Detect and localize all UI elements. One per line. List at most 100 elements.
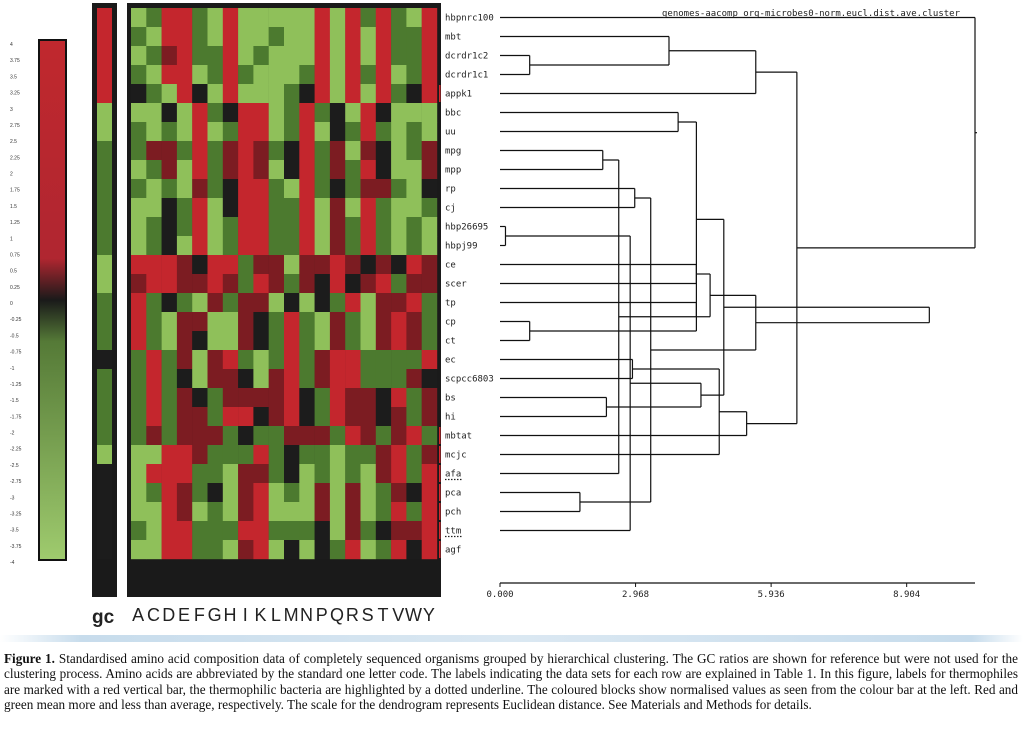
heatmap-cell — [345, 65, 361, 85]
heatmap-cell — [238, 217, 254, 237]
heatmap-cell — [146, 122, 162, 142]
scale-tick-label: -3.25 — [10, 511, 22, 517]
heatmap-cell — [329, 464, 346, 484]
heatmap-cell — [161, 122, 178, 142]
heatmap-cell — [421, 27, 438, 47]
heatmap-cell — [345, 160, 361, 180]
heatmap-cell — [421, 369, 438, 389]
row-label: hi — [445, 413, 456, 423]
row-label: mpg — [445, 147, 461, 157]
row-label: ec — [445, 356, 456, 366]
heatmap-cell — [391, 445, 407, 465]
heatmap-cell — [192, 8, 208, 28]
row-label: bbc — [445, 109, 461, 119]
heatmap-cell — [161, 331, 178, 351]
heatmap-cell — [238, 160, 254, 180]
heatmap-cell — [391, 350, 407, 370]
heatmap-cell — [238, 331, 254, 351]
scale-tick-label: -0.75 — [10, 350, 22, 356]
row-label: hbpnrc100 — [445, 14, 494, 24]
heatmap-cell — [421, 426, 438, 446]
heatmap-cell — [360, 483, 376, 503]
heatmap-cell — [299, 502, 315, 522]
heatmap-cell — [421, 198, 438, 218]
heatmap-cell — [360, 141, 376, 161]
heatmap-cell — [345, 350, 361, 370]
heatmap-cell — [345, 84, 361, 104]
heatmap-cell — [238, 464, 254, 484]
heatmap-cell — [391, 483, 407, 503]
heatmap-cell — [314, 65, 331, 85]
heatmap-cell — [299, 312, 315, 332]
heatmap-cell — [406, 521, 422, 541]
heatmap-cell — [329, 293, 346, 313]
heatmap-cell — [314, 274, 331, 294]
heatmap-cell — [406, 350, 422, 370]
row-label: mcjc — [445, 451, 467, 461]
heatmap-cell — [284, 198, 300, 218]
heatmap-cell — [268, 8, 285, 28]
heatmap-cell — [314, 312, 331, 332]
heatmap-cell — [345, 255, 361, 275]
gc-column — [97, 8, 112, 559]
heatmap-cell — [391, 293, 407, 313]
heatmap-cell — [207, 445, 223, 465]
heatmap-cell — [345, 217, 361, 237]
heatmap-cell — [299, 217, 315, 237]
heatmap-cell — [314, 369, 331, 389]
heatmap-cell — [360, 540, 376, 560]
heatmap-cell — [192, 312, 208, 332]
heatmap-cell — [238, 27, 254, 47]
heatmap-cell — [268, 122, 285, 142]
heatmap-cell — [375, 388, 392, 408]
heatmap-cell — [253, 274, 269, 294]
heatmap-cell — [268, 350, 285, 370]
heatmap-cell — [146, 426, 162, 446]
heatmap-cell — [192, 160, 208, 180]
heatmap-cell — [391, 217, 407, 237]
row-label: ct — [445, 337, 456, 347]
heatmap-cell — [375, 160, 392, 180]
heatmap-cell — [299, 464, 315, 484]
heatmap-cell — [375, 540, 392, 560]
heatmap-cell — [375, 274, 392, 294]
heatmap-cell — [299, 255, 315, 275]
heatmap-cell — [222, 445, 239, 465]
heatmap-cell — [299, 331, 315, 351]
heatmap-cell — [421, 464, 438, 484]
heatmap-cell — [268, 65, 285, 85]
heatmap-cell — [314, 236, 331, 256]
heatmap-cell — [314, 407, 331, 427]
heatmap-cell — [131, 217, 147, 237]
heatmap-cell — [345, 540, 361, 560]
heatmap-cell — [360, 502, 376, 522]
heatmap-cell — [222, 160, 239, 180]
heatmap-cell — [192, 236, 208, 256]
heatmap-cell — [192, 46, 208, 66]
heatmap-cell — [391, 426, 407, 446]
heatmap-cell — [161, 521, 178, 541]
scale-tick-label: 3.5 — [10, 74, 17, 80]
heatmap-cell — [207, 407, 223, 427]
heatmap-cell — [345, 27, 361, 47]
row-label: cp — [445, 318, 456, 328]
heatmap-cell — [131, 122, 147, 142]
heatmap-cell — [238, 122, 254, 142]
row-label: scer — [445, 280, 467, 290]
heatmap-cell — [284, 502, 300, 522]
heatmap-cell — [421, 312, 438, 332]
heatmap-cell — [222, 312, 239, 332]
heatmap-cell — [284, 179, 300, 199]
heatmap-cell — [192, 255, 208, 275]
heatmap-cell — [299, 46, 315, 66]
heatmap-cell — [314, 122, 331, 142]
heatmap-cell — [360, 103, 376, 123]
heatmap-cell — [207, 369, 223, 389]
heatmap-cell — [161, 198, 178, 218]
thermophile-marker — [439, 503, 441, 520]
heatmap-cell — [360, 293, 376, 313]
heatmap-cell — [391, 84, 407, 104]
heatmap-cell — [238, 350, 254, 370]
gc-cell — [97, 160, 112, 179]
heatmap-cell — [284, 274, 300, 294]
